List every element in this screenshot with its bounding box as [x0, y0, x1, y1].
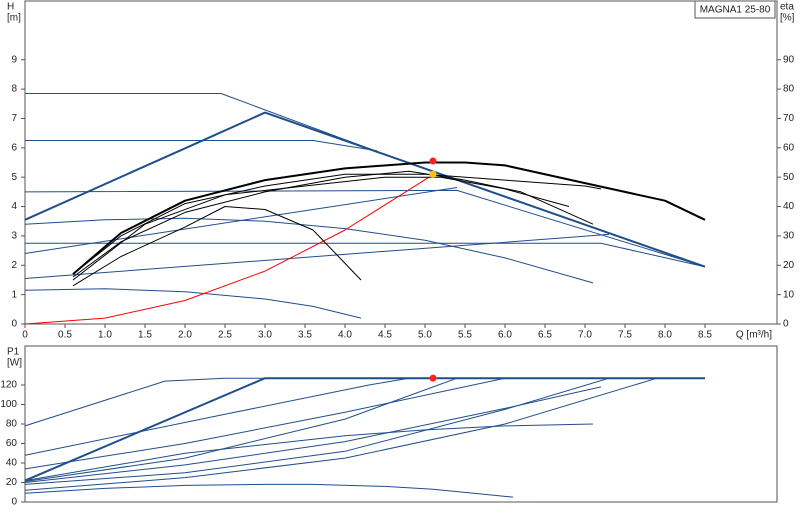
y2-tick-label: 30	[783, 231, 795, 242]
y2-tick-label: 10	[783, 289, 795, 300]
curve	[24, 288, 362, 319]
x-tick-label: 1.5	[138, 330, 152, 341]
y-tick-label: 40	[6, 458, 18, 469]
x-tick-label: 2.0	[178, 330, 192, 341]
curve	[24, 189, 706, 268]
x-tick-label: 6.0	[498, 330, 512, 341]
curve	[24, 377, 610, 485]
y-tick-label: 6	[11, 142, 17, 153]
y-tick-label: 80	[6, 419, 18, 430]
y-tick-label: 1	[11, 289, 17, 300]
curve	[72, 161, 706, 275]
y2-tick-label: 90	[783, 54, 795, 65]
y-tick-label: 0	[11, 319, 17, 330]
x-tick-label: 7.5	[618, 330, 632, 341]
y-tick-label: 2	[11, 260, 17, 271]
y-axis-label: H	[7, 2, 14, 13]
x-tick-label: 4.0	[338, 330, 352, 341]
y-tick-label: 100	[0, 399, 17, 410]
x-tick-label: 7.0	[578, 330, 592, 341]
x-tick-label: 6.5	[538, 330, 552, 341]
x-tick-label: 2.5	[218, 330, 232, 341]
curve	[24, 217, 594, 284]
y2-axis-label: eta	[780, 2, 794, 13]
y-tick-label: 60	[6, 438, 18, 449]
title-box	[694, 0, 776, 19]
curve	[72, 173, 602, 275]
curve	[24, 377, 506, 470]
curve	[25, 140, 378, 152]
x-tick-label: 5.0	[418, 330, 432, 341]
x-tick-label: 8.5	[698, 330, 712, 341]
plot-frame	[24, 0, 778, 325]
y-axis-label: [W]	[7, 358, 22, 369]
y2-tick-label: 70	[783, 113, 795, 124]
curve	[72, 206, 362, 287]
y-tick-label: 120	[0, 380, 17, 391]
y-tick-label: 8	[11, 84, 17, 95]
y-tick-label: 5	[11, 172, 17, 183]
curve	[72, 176, 570, 281]
plot-frame	[24, 345, 778, 503]
y-axis-label: P1	[7, 347, 20, 358]
y-tick-label: 3	[11, 231, 17, 242]
y2-axis-label: [%]	[780, 13, 795, 24]
curve	[24, 423, 594, 482]
y-tick-label: 4	[11, 201, 17, 212]
x-tick-label: 5.5	[458, 330, 472, 341]
x-tick-label: 0.5	[58, 330, 72, 341]
curve	[24, 111, 706, 268]
duty-point	[429, 374, 437, 382]
x-tick-label: 4.5	[378, 330, 392, 341]
x-axis-label: Q [m³/h]	[736, 330, 772, 341]
curve	[24, 386, 602, 483]
y-axis-label: [m]	[7, 13, 21, 24]
y2-tick-label: 50	[783, 172, 795, 183]
curve	[24, 377, 705, 482]
x-tick-label: 1.0	[98, 330, 112, 341]
x-tick-label: 8.0	[658, 330, 672, 341]
y2-tick-label: 40	[783, 201, 795, 212]
x-tick-label: 3.5	[298, 330, 312, 341]
chart-title: MAGNA1 25-80	[700, 5, 771, 16]
x-tick-label: 3.0	[258, 330, 272, 341]
x-tick-label: 0	[22, 330, 28, 341]
curve	[24, 483, 514, 498]
y-tick-label: 7	[11, 113, 17, 124]
y2-tick-label: 0	[783, 319, 789, 330]
curve	[24, 377, 658, 491]
curve	[25, 242, 706, 268]
curve	[24, 377, 410, 456]
curve	[25, 93, 706, 268]
curve	[24, 176, 430, 325]
y2-tick-label: 20	[783, 260, 795, 271]
curve	[24, 233, 610, 279]
y-tick-label: 20	[6, 477, 18, 488]
y-tick-label: 0	[11, 497, 17, 508]
y2-tick-label: 80	[783, 84, 795, 95]
y2-tick-label: 60	[783, 142, 795, 153]
duty-point	[429, 170, 437, 178]
curve	[24, 377, 458, 482]
duty-point	[429, 157, 437, 165]
y-tick-label: 9	[11, 54, 17, 65]
